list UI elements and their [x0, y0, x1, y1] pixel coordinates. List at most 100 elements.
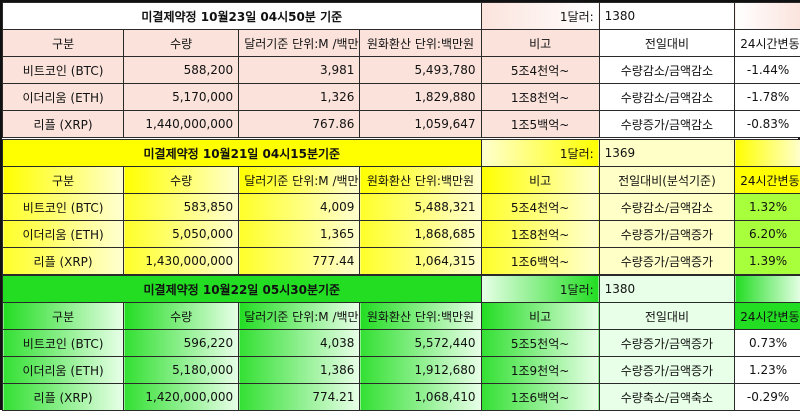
header-prev: 전일대비: [599, 30, 735, 57]
qty-cell: 1,430,000,000: [124, 248, 239, 275]
block-title: 미결제약정 10월21일 04시15분기준: [3, 140, 482, 167]
coin-name: 이더리움 (ETH): [3, 221, 124, 248]
header-category: 구분: [3, 303, 124, 330]
header-usd: 달러기준 단위:M /백만: [239, 303, 360, 330]
coin-name: 비트코인 (BTC): [3, 330, 124, 357]
header-krw: 원화환산 단위:백만원: [360, 167, 481, 194]
header-note: 비고: [481, 303, 599, 330]
header-krw: 원화환산 단위:백만원: [360, 30, 481, 57]
header-usd: 달러기준 단위:M /백만: [239, 167, 360, 194]
note-cell: 1조8천억~: [481, 84, 599, 111]
header-category: 구분: [3, 30, 124, 57]
krw-cell: 1,059,647: [360, 111, 481, 138]
krw-cell: 1,912,680: [360, 357, 481, 384]
block-title: 미결제약정 10월22일 05시30분기준: [3, 276, 482, 303]
krw-cell: 5,488,321: [360, 194, 481, 221]
note-cell: 5조5천억~: [481, 330, 599, 357]
note-cell: 1조8천억~: [481, 221, 599, 248]
coin-name: 리플 (XRP): [3, 384, 124, 411]
note-cell: 1조9천억~: [481, 357, 599, 384]
coin-name: 리플 (XRP): [3, 248, 124, 275]
qty-cell: 5,170,000: [124, 84, 239, 111]
usd-cell: 1,326: [239, 84, 360, 111]
note-cell: 5조4천억~: [481, 57, 599, 84]
header-qty: 수량: [124, 303, 239, 330]
change24-cell: 0.73%: [735, 330, 800, 357]
krw-cell: 5,572,440: [360, 330, 481, 357]
krw-cell: 5,493,780: [360, 57, 481, 84]
header-change24: 24시간변동: [735, 167, 800, 194]
rate-value: 1369: [599, 140, 735, 167]
change24-cell: 1.39%: [735, 248, 800, 275]
header-note: 비고: [481, 167, 599, 194]
usd-cell: 4,009: [239, 194, 360, 221]
prev-cell: 수량감소/금액감소: [599, 194, 735, 221]
usd-cell: 4,038: [239, 330, 360, 357]
rate-label: 1달러:: [481, 276, 599, 303]
prev-cell: 수량감소/금액감소: [599, 84, 735, 111]
usd-cell: 777.44: [239, 248, 360, 275]
header-krw: 원화환산 단위:백만원: [360, 303, 481, 330]
header-category: 구분: [3, 167, 124, 194]
coin-name: 비트코인 (BTC): [3, 194, 124, 221]
usd-cell: 1,365: [239, 221, 360, 248]
header-note: 비고: [481, 30, 599, 57]
prev-cell: 수량증가/금액증가: [599, 357, 735, 384]
rate-value: 1380: [599, 3, 735, 30]
prev-cell: 수량축소/금액축소: [599, 384, 735, 411]
rate-label: 1달러:: [481, 3, 599, 30]
prev-cell: 수량감소/금액감소: [599, 57, 735, 84]
rate-value: 1380: [599, 276, 735, 303]
prev-cell: 수량증가/금액증가: [599, 248, 735, 275]
prev-cell: 수량증가/금액증가: [599, 221, 735, 248]
change24-cell: 1.23%: [735, 357, 800, 384]
rate-label: 1달러:: [481, 140, 599, 167]
change24-cell: -0.29%: [735, 384, 800, 411]
krw-cell: 1,868,685: [360, 221, 481, 248]
blank-cell: [735, 3, 800, 30]
note-cell: 1조6백억~: [481, 384, 599, 411]
change24-cell: -1.78%: [735, 84, 800, 111]
block-title: 미결제약정 10월23일 04시50분 기준: [3, 3, 482, 30]
usd-cell: 767.86: [239, 111, 360, 138]
change24-cell: 1.32%: [735, 194, 800, 221]
note-cell: 5조4천억~: [481, 194, 599, 221]
header-qty: 수량: [124, 30, 239, 57]
blank-cell: [735, 140, 800, 167]
qty-cell: 5,180,000: [124, 357, 239, 384]
prev-cell: 수량증가/금액증가: [599, 330, 735, 357]
krw-cell: 1,829,880: [360, 84, 481, 111]
qty-cell: 1,420,000,000: [124, 384, 239, 411]
blank-cell: [735, 276, 800, 303]
change24-cell: -0.83%: [735, 111, 800, 138]
header-change24: 24시간변동: [735, 30, 800, 57]
coin-name: 비트코인 (BTC): [3, 57, 124, 84]
usd-cell: 1,386: [239, 357, 360, 384]
note-cell: 1조5백억~: [481, 111, 599, 138]
header-change24: 24시간변동: [735, 303, 800, 330]
change24-cell: -1.44%: [735, 57, 800, 84]
header-prev: 전일대비(분석기준): [599, 167, 735, 194]
note-cell: 1조6백억~: [481, 248, 599, 275]
krw-cell: 1,068,410: [360, 384, 481, 411]
qty-cell: 5,050,000: [124, 221, 239, 248]
usd-cell: 774.21: [239, 384, 360, 411]
qty-cell: 1,440,000,000: [124, 111, 239, 138]
header-usd: 달러기준 단위:M /백만: [239, 30, 360, 57]
qty-cell: 596,220: [124, 330, 239, 357]
header-prev: 전일대비: [599, 303, 735, 330]
